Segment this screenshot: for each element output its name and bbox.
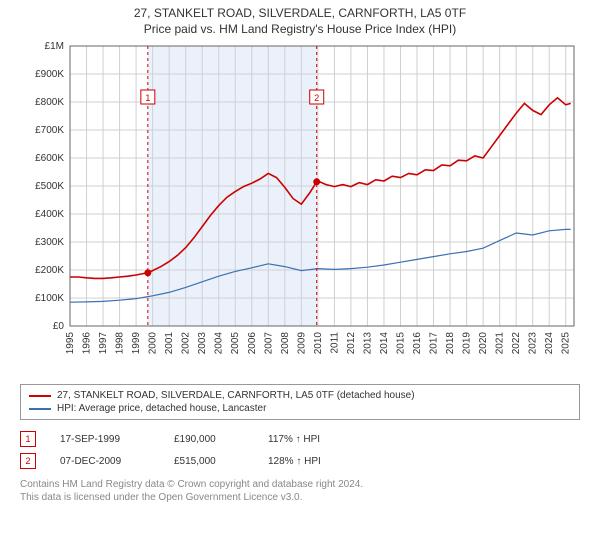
svg-text:1999: 1999 [131, 332, 142, 355]
svg-text:2009: 2009 [296, 332, 307, 355]
svg-text:£700K: £700K [35, 125, 64, 136]
svg-text:£100K: £100K [35, 293, 64, 304]
svg-text:2017: 2017 [429, 332, 440, 355]
legend-label: 27, STANKELT ROAD, SILVERDALE, CARNFORTH… [57, 390, 415, 401]
svg-text:2001: 2001 [164, 332, 175, 355]
svg-text:2: 2 [314, 93, 319, 103]
sale-hpi: 117% ↑ HPI [268, 434, 320, 445]
svg-text:2024: 2024 [544, 332, 555, 355]
svg-text:£800K: £800K [35, 97, 64, 108]
svg-text:£0: £0 [53, 321, 65, 332]
svg-text:£1M: £1M [45, 41, 64, 52]
svg-text:2014: 2014 [379, 332, 390, 355]
svg-text:2010: 2010 [313, 332, 324, 355]
price-chart: £0 £100K £200K £300K £400K £500K £600K £700K £80… [20, 38, 580, 378]
svg-text:2002: 2002 [181, 332, 192, 355]
sale-date: 17-SEP-1999 [60, 434, 150, 445]
sale-marker: 1 [20, 431, 36, 447]
svg-text:1997: 1997 [98, 332, 109, 355]
svg-text:2012: 2012 [346, 332, 357, 355]
svg-text:2008: 2008 [280, 332, 291, 355]
svg-text:2022: 2022 [511, 332, 522, 355]
svg-text:1996: 1996 [82, 332, 93, 355]
svg-text:2013: 2013 [362, 332, 373, 355]
svg-text:£900K: £900K [35, 69, 64, 80]
svg-text:2019: 2019 [462, 332, 473, 355]
svg-text:1995: 1995 [65, 332, 76, 355]
legend-swatch [29, 395, 51, 397]
svg-text:2016: 2016 [412, 332, 423, 355]
attribution-line-2: This data is licensed under the Open Gov… [20, 491, 580, 504]
svg-text:£600K: £600K [35, 153, 64, 164]
sale-hpi: 128% ↑ HPI [268, 456, 321, 467]
svg-text:2000: 2000 [148, 332, 159, 355]
legend-row: 27, STANKELT ROAD, SILVERDALE, CARNFORTH… [29, 389, 571, 402]
sale-row: 1 17-SEP-1999 £190,000 117% ↑ HPI [20, 428, 580, 450]
page-title: 27, STANKELT ROAD, SILVERDALE, CARNFORTH… [0, 6, 600, 20]
svg-text:2025: 2025 [561, 332, 572, 355]
svg-text:2007: 2007 [263, 332, 274, 355]
svg-text:2015: 2015 [395, 332, 406, 355]
svg-text:2011: 2011 [329, 332, 340, 354]
svg-text:£500K: £500K [35, 181, 64, 192]
svg-text:2023: 2023 [528, 332, 539, 355]
sale-marker: 2 [20, 453, 36, 469]
svg-text:2018: 2018 [445, 332, 456, 355]
svg-text:2004: 2004 [214, 332, 225, 355]
legend-swatch [29, 408, 51, 410]
svg-text:2005: 2005 [230, 332, 241, 355]
page-subtitle: Price paid vs. HM Land Registry's House … [0, 22, 600, 36]
svg-text:2021: 2021 [495, 332, 506, 355]
svg-text:2020: 2020 [478, 332, 489, 355]
sale-row: 2 07-DEC-2009 £515,000 128% ↑ HPI [20, 450, 580, 472]
svg-text:1998: 1998 [115, 332, 126, 355]
svg-text:2006: 2006 [247, 332, 258, 355]
svg-text:2003: 2003 [197, 332, 208, 355]
sale-price: £515,000 [174, 456, 244, 467]
sale-price: £190,000 [174, 434, 244, 445]
attribution-line-1: Contains HM Land Registry data © Crown c… [20, 478, 580, 491]
chart-svg: £0 £100K £200K £300K £400K £500K £600K £700K £80… [20, 38, 580, 378]
svg-text:£400K: £400K [35, 209, 64, 220]
legend: 27, STANKELT ROAD, SILVERDALE, CARNFORTH… [20, 384, 580, 420]
sale-date: 07-DEC-2009 [60, 456, 150, 467]
svg-text:1: 1 [145, 93, 150, 103]
svg-text:£300K: £300K [35, 237, 64, 248]
legend-row: HPI: Average price, detached house, Lanc… [29, 402, 571, 415]
sales-list: 1 17-SEP-1999 £190,000 117% ↑ HPI 2 07-DEC-20… [20, 428, 580, 472]
legend-label: HPI: Average price, detached house, Lanc… [57, 403, 266, 414]
svg-text:£200K: £200K [35, 265, 64, 276]
